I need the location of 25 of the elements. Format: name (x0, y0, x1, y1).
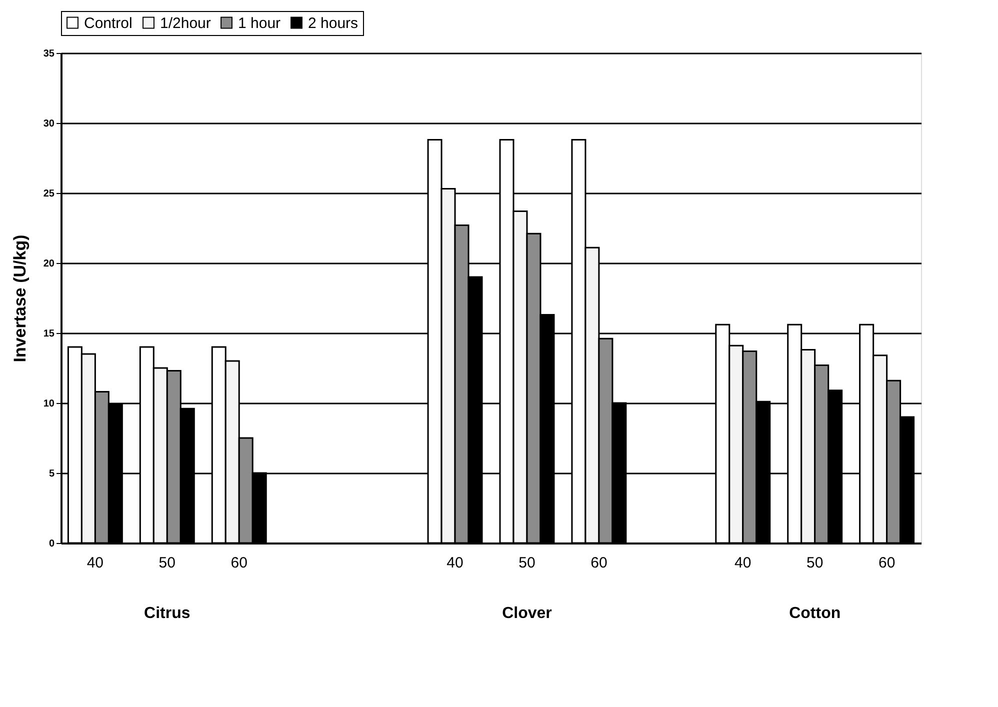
x-tick-label: 40 (86, 554, 104, 572)
y-tick-label: 0 (48, 538, 55, 550)
text: Clover (502, 605, 552, 622)
x-tick-label: 60 (590, 554, 608, 572)
y-tick-label: 20 (43, 258, 55, 270)
x-tick-label: 50 (518, 554, 536, 572)
x-tick-label: 40 (734, 554, 752, 572)
x-tick-label: 50 (158, 554, 176, 572)
y-tick-label: 35 (43, 48, 55, 60)
y-tick-label: 25 (43, 188, 55, 200)
text: Citrus (144, 605, 190, 622)
x-tick-label: 40 (446, 554, 464, 572)
legend-label: 1 hour (238, 14, 281, 32)
y-tick-label: 10 (43, 398, 55, 410)
legend-label: 2 hours (308, 14, 358, 32)
x-tick-label: 50 (806, 554, 824, 572)
x-tick-label: 60 (878, 554, 896, 572)
y-axis-title: Invertase (U/kg) (10, 234, 30, 362)
y-tick-label: 15 (43, 328, 55, 340)
x-tick-label: 60 (230, 554, 248, 572)
text: Cotton (789, 605, 841, 622)
legend-label: Control (84, 14, 132, 32)
y-tick-label: 5 (48, 468, 55, 480)
legend-label: 1/2hour (160, 14, 211, 32)
y-tick-label: 30 (43, 118, 55, 130)
